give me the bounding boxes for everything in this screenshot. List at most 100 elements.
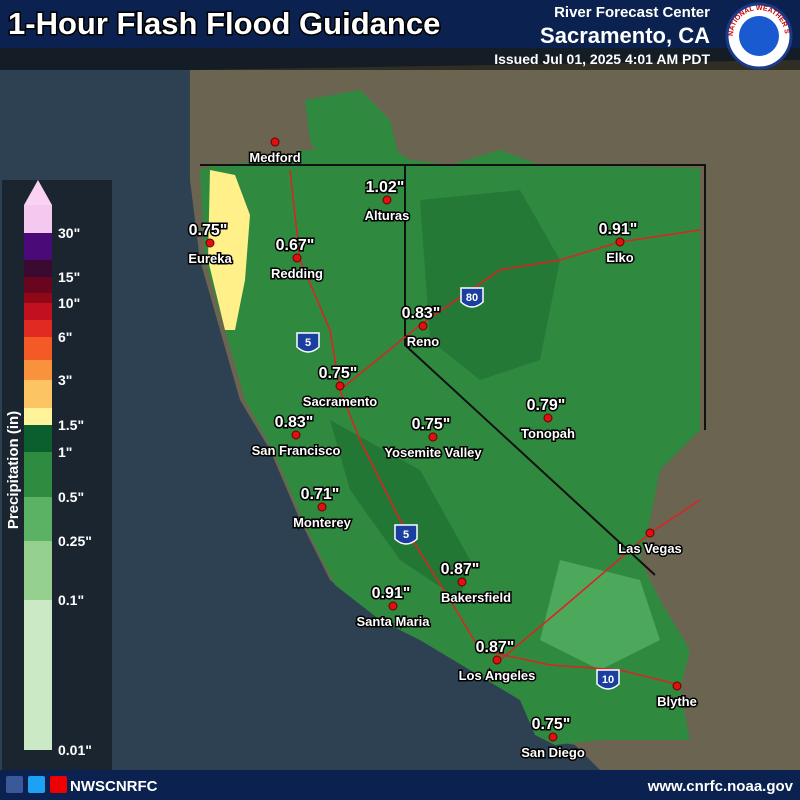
legend-label: 10" [58, 295, 80, 311]
city-dot [388, 601, 398, 611]
legend-band [24, 380, 52, 408]
legend-band [24, 277, 52, 293]
city-dot [457, 577, 467, 587]
highway-number: 80 [466, 292, 478, 304]
dark-patch [330, 420, 470, 600]
highway-shield [296, 332, 320, 353]
footer-url[interactable]: www.cnrfc.noaa.gov [647, 778, 794, 795]
city-name: Yosemite Valley [384, 445, 482, 460]
highway-shield [460, 287, 484, 308]
highway-number: 5 [403, 529, 409, 541]
title: 1-Hour Flash Flood Guidance [8, 6, 440, 41]
dark-patch [420, 190, 560, 380]
city-name: San Francisco [252, 443, 341, 458]
city-name: Los Angeles [459, 668, 536, 683]
city-dot [645, 528, 655, 538]
legend-band [24, 541, 52, 600]
header-bar [0, 0, 800, 48]
legend: Precipitation (in) 30" 15" 10" 6" 3" 1.5" 1" 0.… [2, 180, 112, 770]
legend-band [24, 425, 52, 452]
city-dot [548, 732, 558, 742]
city-name: Eureka [188, 251, 232, 266]
issued: Issued Jul 01, 2025 4:01 AM PDT [494, 51, 710, 67]
legend-arrow [24, 180, 52, 205]
legend-label: 0.01" [58, 742, 92, 758]
city-dot [543, 413, 553, 423]
city-dot [615, 237, 625, 247]
highway-line [499, 499, 701, 661]
city-name: Santa Maria [357, 614, 431, 629]
highway-line [339, 229, 701, 391]
legend-band [24, 293, 52, 303]
city-dot [291, 430, 301, 440]
legend-label: 1" [58, 444, 72, 460]
city-name: Sacramento [303, 394, 377, 409]
city-value: 0.87" [476, 639, 515, 656]
legend-band [24, 320, 52, 337]
legend-panel [2, 180, 112, 770]
city-value: 0.83" [402, 305, 441, 322]
city-value: 0.91" [372, 585, 411, 602]
city-name: Tonopah [521, 426, 575, 441]
city-name: San Diego [521, 745, 585, 760]
city-name: Reno [407, 334, 440, 349]
facebook-icon[interactable] [6, 776, 23, 793]
city-value: 1.02" [366, 179, 405, 196]
city-value: 0.83" [275, 414, 314, 431]
legend-band [24, 497, 52, 541]
legend-label: 0.5" [58, 489, 84, 505]
legend-label: 0.25" [58, 533, 92, 549]
city-dot [672, 681, 682, 691]
youtube-icon[interactable] [50, 776, 67, 793]
legend-label: 0.1" [58, 592, 84, 608]
legend-label: 15" [58, 269, 80, 285]
state-border [200, 164, 706, 430]
city-name: Elko [606, 250, 634, 265]
city-value: 0.87" [441, 561, 480, 578]
city-dot [205, 238, 215, 248]
nws-logo-core [739, 16, 779, 56]
legend-band [24, 233, 52, 260]
city-value: 0.79" [527, 397, 566, 414]
city-value: 0.75" [412, 416, 451, 433]
legend-band [24, 205, 52, 233]
city-name: Alturas [365, 208, 410, 223]
light-patch [540, 560, 660, 670]
city-dot [418, 321, 428, 331]
highway-number: 5 [305, 337, 311, 349]
highway-number: 10 [602, 674, 614, 686]
city-name: Blythe [657, 694, 697, 709]
city-name: Bakersfield [441, 590, 511, 605]
office: Sacramento, CA [540, 23, 710, 48]
city-value: 0.71" [301, 486, 340, 503]
city-dot [492, 655, 502, 665]
twitter-icon[interactable] [28, 776, 45, 793]
city-value: 0.75" [532, 716, 571, 733]
legend-band [24, 408, 52, 425]
legend-band [24, 260, 52, 277]
highway-shield [394, 524, 418, 545]
legend-label: 3" [58, 372, 72, 388]
city-name: Medford [249, 150, 300, 165]
city-name: Monterey [293, 515, 352, 530]
legend-label: 6" [58, 329, 72, 345]
city-dot [382, 195, 392, 205]
city-dot [270, 137, 280, 147]
legend-band [24, 600, 52, 750]
city-dot [428, 432, 438, 442]
city-dot [317, 502, 327, 512]
legend-title: Precipitation (in) [5, 411, 22, 529]
legend-label: 1.5" [58, 417, 84, 433]
legend-band [24, 452, 52, 497]
legend-band [24, 360, 52, 380]
city-value: 0.75" [319, 365, 358, 382]
highway-shield [596, 669, 620, 690]
city-name: Las Vegas [618, 541, 682, 556]
state-border [404, 165, 656, 576]
legend-band [24, 337, 52, 360]
legend-band [24, 303, 52, 320]
footer-handle: NWSCNRFC [70, 778, 158, 795]
office-line: River Forecast Center [554, 4, 710, 21]
footer-bar [0, 770, 800, 800]
